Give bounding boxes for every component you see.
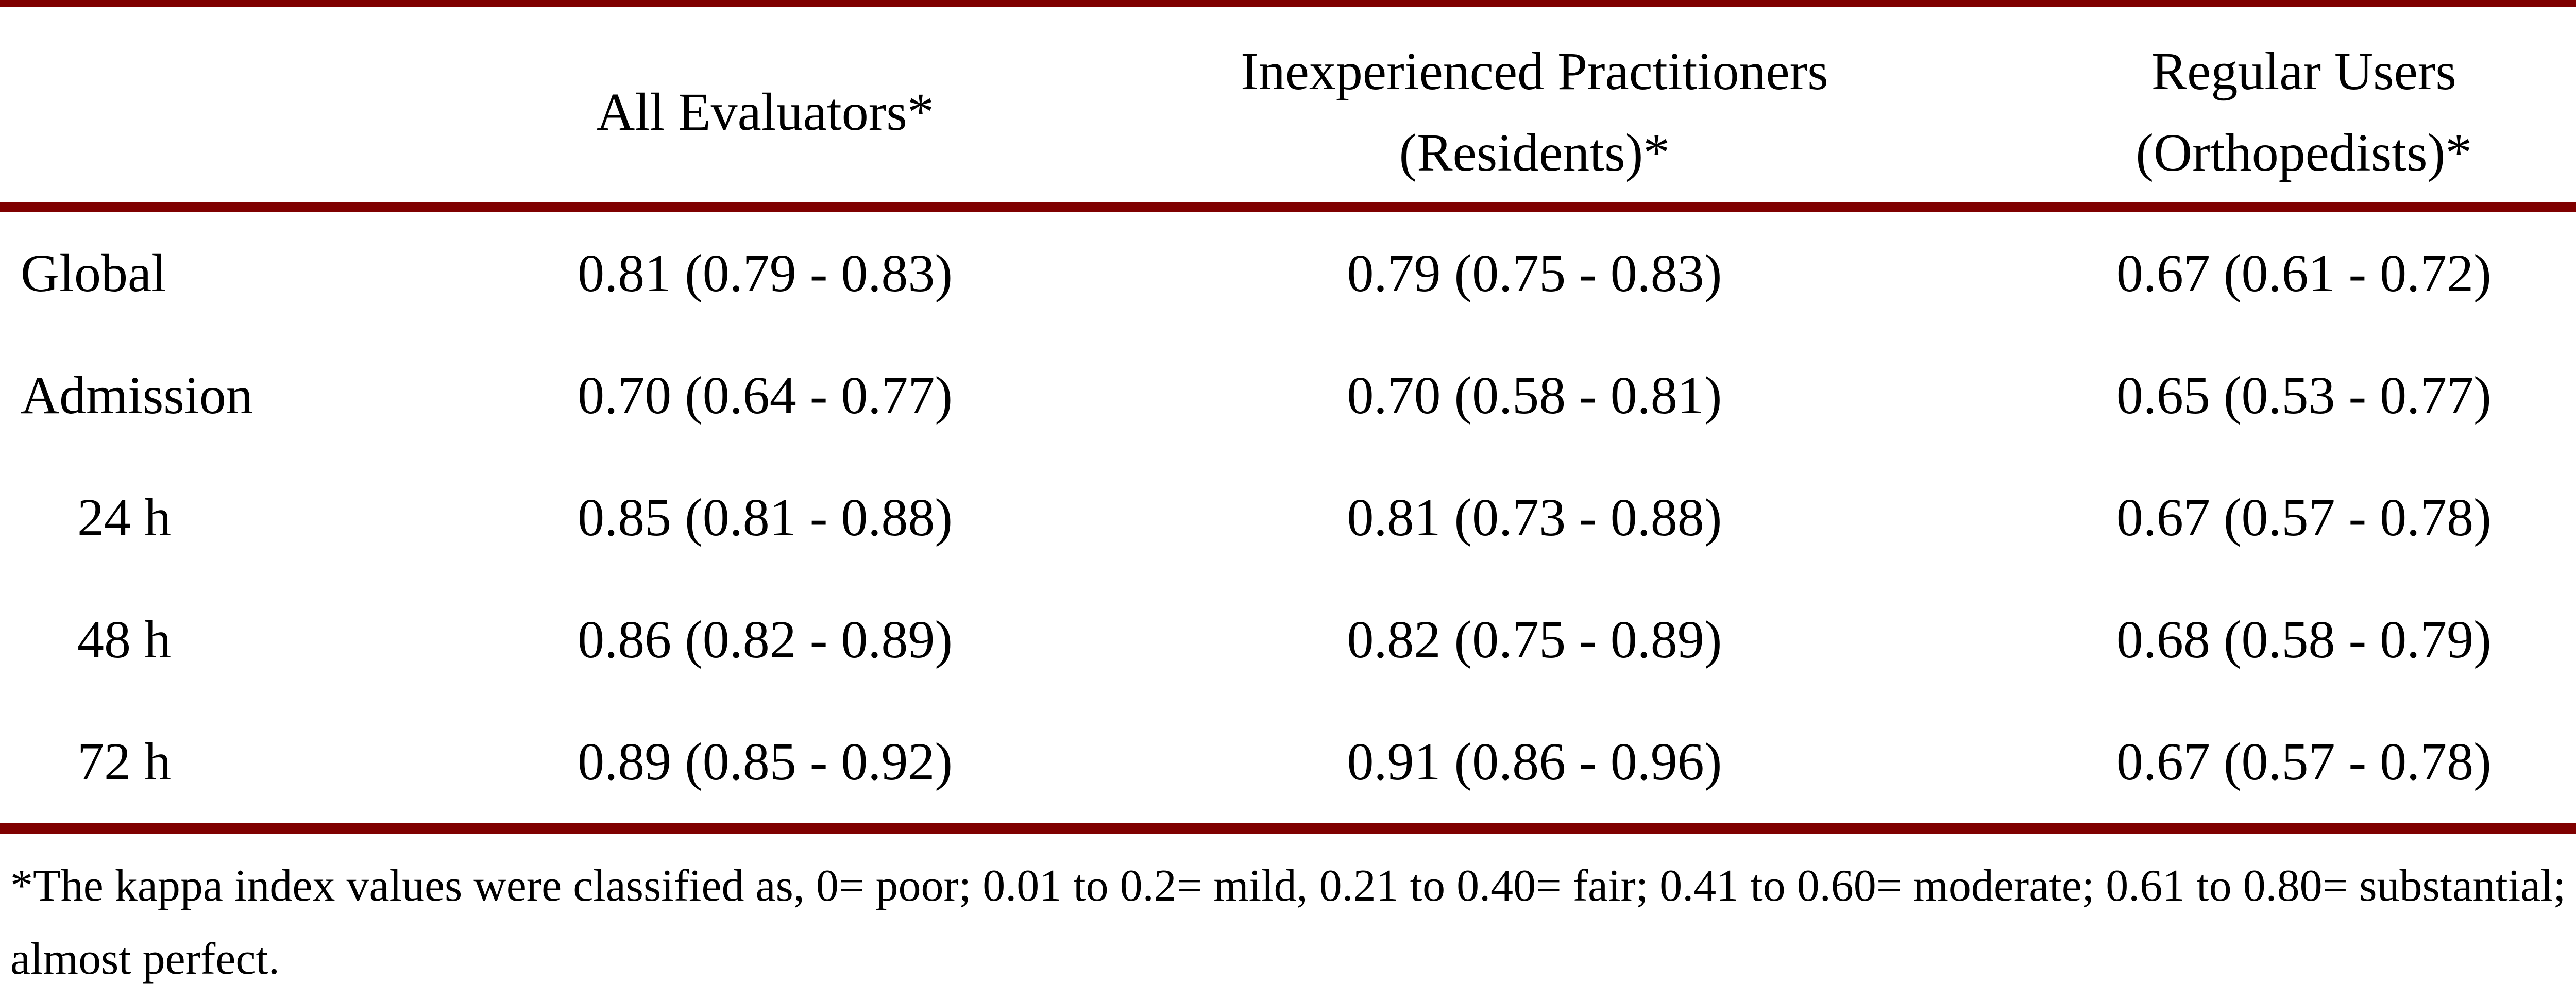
kappa-value-cell: 0.65 (0.53 - 0.77)	[2116, 366, 2492, 425]
kappa-value-cell: 0.79 (0.75 - 0.83)	[1347, 244, 1722, 303]
top-rule	[0, 0, 2576, 7]
column-header-regular-users: Regular Users (Orthopedists)*	[1919, 7, 2576, 202]
column-header-empty	[0, 7, 380, 202]
bottom-rule	[0, 823, 2576, 834]
footnote-line-1: *The kappa index values were classified …	[10, 861, 2576, 911]
column-header-line: All Evaluators*	[596, 82, 934, 142]
kappa-value-cell: 0.86 (0.82 - 0.89)	[578, 610, 953, 669]
table-row-admission: Admission 0.70 (0.64 - 0.77) 0.70 (0.58 …	[0, 334, 2576, 456]
kappa-value-cell: 0.81 (0.73 - 0.88)	[1347, 488, 1722, 547]
table-row-global: Global 0.81 (0.79 - 0.83) 0.79 (0.75 - 0…	[0, 212, 2576, 334]
table-row-48h: 48 h 0.86 (0.82 - 0.89) 0.82 (0.75 - 0.8…	[0, 579, 2576, 701]
column-header-line: Regular Users	[2151, 42, 2456, 101]
kappa-value-cell: 0.81 (0.79 - 0.83)	[578, 244, 953, 303]
column-header-inexperienced-practitioners: Inexperienced Practitioners (Residents)*	[1150, 7, 1919, 202]
column-header-line: Inexperienced Practitioners	[1241, 42, 1828, 101]
row-label: 72 h	[77, 732, 171, 791]
column-header-all-evaluators: All Evaluators*	[380, 7, 1149, 202]
header-rule	[0, 202, 2576, 212]
kappa-value-cell: 0.82 (0.75 - 0.89)	[1347, 610, 1722, 669]
row-label: 24 h	[77, 488, 171, 547]
table-row-72h: 72 h 0.89 (0.85 - 0.92) 0.91 (0.86 - 0.9…	[0, 701, 2576, 823]
footnote: *The kappa index values were classified …	[10, 850, 2576, 996]
row-label: 48 h	[77, 610, 171, 669]
kappa-value-cell: 0.70 (0.58 - 0.81)	[1347, 366, 1722, 425]
kappa-value-cell: 0.67 (0.57 - 0.78)	[2116, 488, 2492, 547]
table-row-24h: 24 h 0.85 (0.81 - 0.88) 0.81 (0.73 - 0.8…	[0, 456, 2576, 579]
kappa-value-cell: 0.67 (0.57 - 0.78)	[2116, 732, 2492, 791]
kappa-value-cell: 0.70 (0.64 - 0.77)	[578, 366, 953, 425]
kappa-value-cell: 0.91 (0.86 - 0.96)	[1347, 732, 1722, 791]
kappa-agreement-table-body: Global 0.81 (0.79 - 0.83) 0.79 (0.75 - 0…	[0, 212, 2576, 823]
header-row: All Evaluators* Inexperienced Practition…	[0, 7, 2576, 202]
column-header-line: (Residents)*	[1399, 123, 1670, 182]
row-label: Global	[21, 244, 167, 303]
kappa-value-cell: 0.89 (0.85 - 0.92)	[578, 732, 953, 791]
kappa-agreement-table: All Evaluators* Inexperienced Practition…	[0, 7, 2576, 202]
kappa-value-cell: 0.85 (0.81 - 0.88)	[578, 488, 953, 547]
kappa-value-cell: 0.67 (0.61 - 0.72)	[2116, 244, 2492, 303]
kappa-value-cell: 0.68 (0.58 - 0.79)	[2116, 610, 2492, 669]
row-label: Admission	[21, 366, 253, 425]
column-header-line: (Orthopedists)*	[2136, 123, 2472, 182]
footnote-line-2: almost perfect.	[10, 934, 280, 984]
